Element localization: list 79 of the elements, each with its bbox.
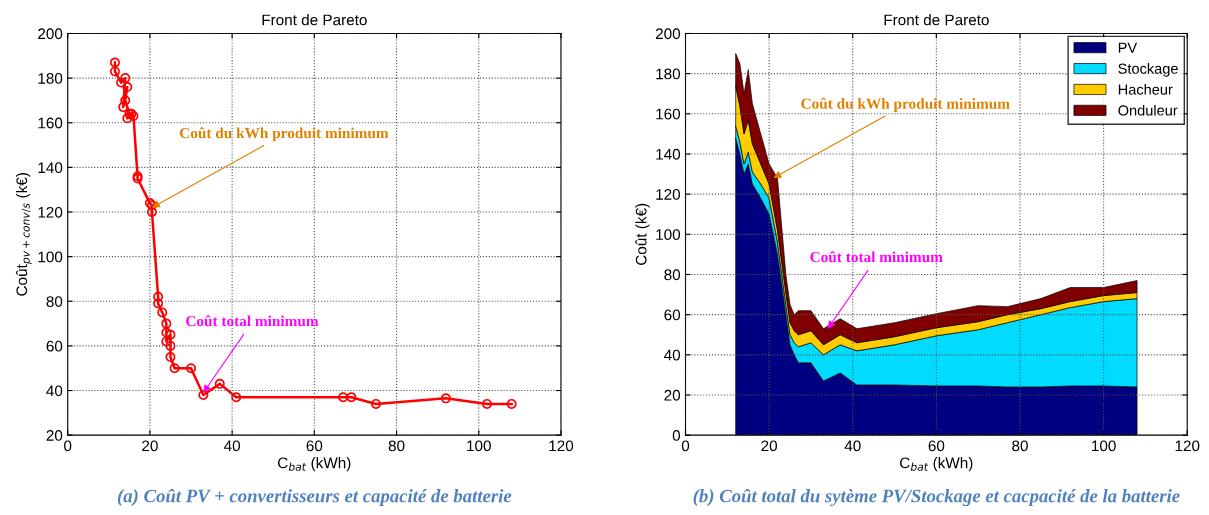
x-axis-title: C$_{bat}$ (kWh): [277, 457, 351, 472]
x-tick-label: 0: [681, 440, 690, 452]
y-tick-label: 60: [664, 309, 681, 321]
y-tick-label: 80: [46, 296, 63, 307]
legend-label: Onduleur: [1118, 104, 1178, 116]
x-axis-title: C$_{bat}$ (kWh): [900, 457, 973, 472]
point: [153, 291, 164, 302]
y-tick-label: 100: [656, 229, 681, 241]
y-tick-label: 40: [46, 385, 63, 397]
point: [165, 340, 176, 351]
y-tick-label: 140: [656, 148, 681, 160]
point: [153, 298, 164, 309]
y-tick-label: 60: [46, 340, 63, 352]
y-tick-label: 0: [672, 430, 681, 441]
point: [161, 318, 172, 329]
y-tick-label: 100: [38, 251, 63, 263]
chart-title: Front de Pareto: [262, 14, 367, 26]
legend-label: Hacheur: [1118, 84, 1173, 95]
y-tick-label: 180: [38, 72, 63, 84]
x-tick-label: 40: [223, 440, 241, 452]
point: [122, 113, 133, 124]
point: [214, 378, 225, 389]
point: [506, 398, 517, 409]
y-tick-label: 160: [38, 117, 63, 129]
y-axis-title: Coût$_{pv+conv/s}$ (k€): [15, 173, 32, 296]
point: [169, 363, 180, 374]
x-tick-label: 80: [388, 440, 405, 452]
point: [120, 73, 131, 84]
point: [118, 102, 129, 113]
legend-label: Stockage: [1118, 63, 1178, 77]
y-tick-label: 80: [664, 269, 681, 281]
point: [165, 352, 176, 363]
point: [346, 392, 357, 403]
point: [157, 307, 168, 318]
point: [165, 329, 176, 340]
y-tick-label: 200: [38, 28, 63, 40]
x-tick-label: 60: [928, 440, 945, 452]
y-tick-label: 120: [38, 206, 63, 218]
y-tick-label: 140: [38, 162, 63, 174]
point: [120, 95, 131, 106]
y-tick-label: 200: [655, 28, 681, 40]
point: [198, 390, 209, 401]
point: [338, 392, 349, 403]
x-tick-label: 120: [549, 440, 574, 452]
y-tick-label: 20: [664, 389, 681, 401]
y-tick-label: 20: [46, 430, 63, 441]
y-tick-label: 40: [664, 349, 681, 361]
x-tick-label: 120: [1175, 440, 1200, 452]
point: [440, 393, 451, 404]
legend-label: PV: [1118, 42, 1138, 53]
x-tick-label: 20: [761, 440, 778, 452]
annotation: Coût du kWh produit minimum: [801, 97, 1010, 112]
point: [481, 398, 492, 409]
x-tick-label: 80: [1012, 440, 1028, 452]
point: [146, 207, 157, 218]
x-tick-label: 20: [142, 440, 158, 452]
point: [109, 66, 120, 77]
x-tick-label: 100: [1092, 440, 1116, 452]
point: [161, 327, 172, 338]
annotation: Coût total minimum: [810, 251, 943, 263]
point: [161, 336, 172, 347]
y-tick-label: 120: [656, 189, 681, 200]
x-tick-label: 0: [64, 440, 72, 452]
annotation: Coût total minimum: [186, 315, 319, 327]
annotation: Coût du kWh produit minimum: [179, 127, 389, 142]
text: (a) Coût PV + convertisseurs et capacité de batterie: [117, 488, 512, 507]
y-axis-title: Coût (k€): [635, 203, 650, 265]
point: [186, 363, 197, 374]
x-tick-label: 60: [306, 440, 323, 452]
point: [231, 392, 242, 403]
point: [109, 57, 120, 68]
point: [122, 82, 133, 93]
x-tick-label: 100: [467, 440, 491, 452]
y-tick-label: 180: [656, 68, 681, 80]
chart-title: Front de Pareto: [884, 14, 989, 26]
point: [370, 398, 382, 409]
y-tick-label: 160: [656, 108, 681, 120]
text: (b) Coût total du sytème PV/Stockage et cacpacité de la batterie: [693, 488, 1180, 507]
x-tick-label: 40: [844, 440, 861, 452]
